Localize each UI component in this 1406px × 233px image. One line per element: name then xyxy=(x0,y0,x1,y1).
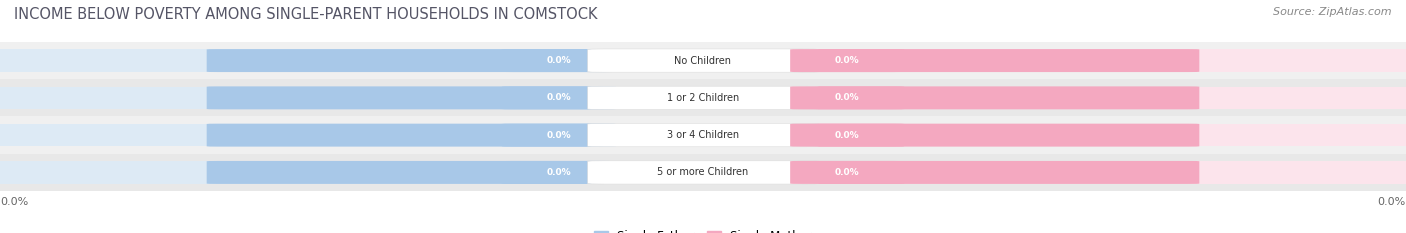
Text: 0.0%: 0.0% xyxy=(0,197,28,207)
FancyBboxPatch shape xyxy=(207,161,616,184)
Text: 1 or 2 Children: 1 or 2 Children xyxy=(666,93,740,103)
Text: No Children: No Children xyxy=(675,56,731,65)
Text: 0.0%: 0.0% xyxy=(1378,197,1406,207)
FancyBboxPatch shape xyxy=(790,124,1199,147)
FancyBboxPatch shape xyxy=(588,123,818,147)
Text: 0.0%: 0.0% xyxy=(547,56,571,65)
FancyBboxPatch shape xyxy=(588,49,818,72)
Text: 0.0%: 0.0% xyxy=(835,56,859,65)
FancyBboxPatch shape xyxy=(0,49,703,72)
Text: 0.0%: 0.0% xyxy=(835,93,859,102)
Legend: Single Father, Single Mother: Single Father, Single Mother xyxy=(589,225,817,233)
Text: 3 or 4 Children: 3 or 4 Children xyxy=(666,130,740,140)
FancyBboxPatch shape xyxy=(588,161,818,184)
FancyBboxPatch shape xyxy=(790,49,1199,72)
FancyBboxPatch shape xyxy=(207,124,616,147)
FancyBboxPatch shape xyxy=(0,124,703,146)
Text: 0.0%: 0.0% xyxy=(547,131,571,140)
FancyBboxPatch shape xyxy=(207,86,616,109)
FancyBboxPatch shape xyxy=(502,86,616,109)
FancyBboxPatch shape xyxy=(0,161,703,184)
Text: 5 or more Children: 5 or more Children xyxy=(658,168,748,177)
FancyBboxPatch shape xyxy=(0,79,1406,116)
Text: 0.0%: 0.0% xyxy=(835,131,859,140)
Text: 0.0%: 0.0% xyxy=(547,168,571,177)
FancyBboxPatch shape xyxy=(790,86,1199,109)
FancyBboxPatch shape xyxy=(703,161,1406,184)
FancyBboxPatch shape xyxy=(207,49,616,72)
FancyBboxPatch shape xyxy=(703,87,1406,109)
FancyBboxPatch shape xyxy=(790,161,904,184)
FancyBboxPatch shape xyxy=(703,124,1406,146)
Text: 0.0%: 0.0% xyxy=(547,93,571,102)
FancyBboxPatch shape xyxy=(502,124,616,147)
FancyBboxPatch shape xyxy=(790,86,904,109)
FancyBboxPatch shape xyxy=(0,154,1406,191)
FancyBboxPatch shape xyxy=(790,124,904,147)
FancyBboxPatch shape xyxy=(703,49,1406,72)
FancyBboxPatch shape xyxy=(502,49,616,72)
FancyBboxPatch shape xyxy=(0,116,1406,154)
Text: INCOME BELOW POVERTY AMONG SINGLE-PARENT HOUSEHOLDS IN COMSTOCK: INCOME BELOW POVERTY AMONG SINGLE-PARENT… xyxy=(14,7,598,22)
FancyBboxPatch shape xyxy=(588,86,818,110)
FancyBboxPatch shape xyxy=(0,87,703,109)
FancyBboxPatch shape xyxy=(502,161,616,184)
FancyBboxPatch shape xyxy=(0,42,1406,79)
FancyBboxPatch shape xyxy=(790,161,1199,184)
FancyBboxPatch shape xyxy=(790,49,904,72)
Text: Source: ZipAtlas.com: Source: ZipAtlas.com xyxy=(1274,7,1392,17)
Text: 0.0%: 0.0% xyxy=(835,168,859,177)
